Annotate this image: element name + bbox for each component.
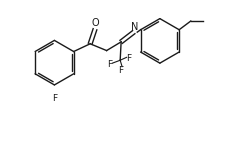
Text: N: N	[131, 22, 139, 32]
Text: F: F	[126, 54, 131, 63]
Text: O: O	[92, 18, 100, 28]
Text: F: F	[52, 94, 57, 103]
Text: F: F	[107, 60, 112, 69]
Text: F: F	[119, 66, 124, 75]
